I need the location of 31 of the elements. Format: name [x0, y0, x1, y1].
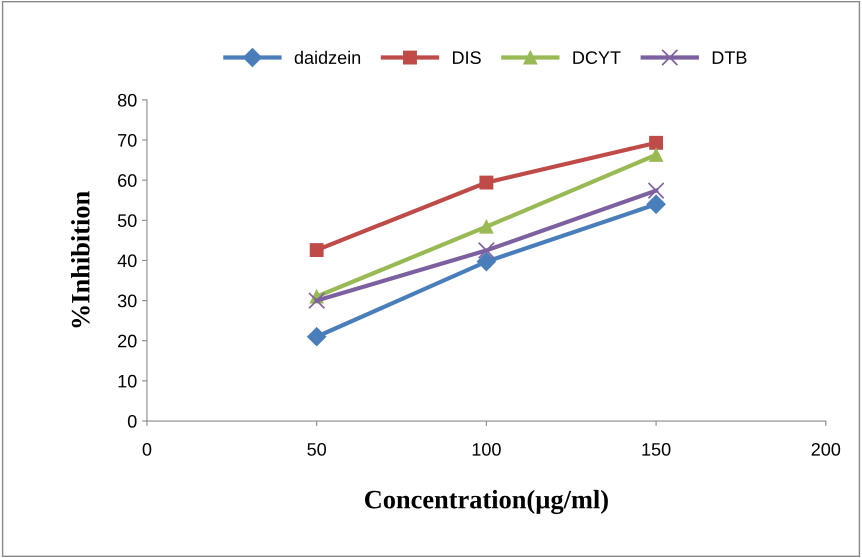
legend-label: DIS: [452, 51, 481, 64]
legend-label: daidzein: [294, 50, 360, 64]
x-tick-label: 150: [642, 443, 670, 456]
point: [310, 243, 324, 257]
point: [479, 176, 494, 190]
point: [649, 148, 664, 162]
point: [649, 136, 664, 150]
y-tick-label: 70: [118, 134, 137, 147]
y-tick-label: 40: [118, 254, 137, 268]
legend-label: DCYT: [573, 51, 621, 64]
point: [479, 220, 494, 234]
legend-label: DTB: [712, 51, 746, 64]
y-tick-label: 30: [118, 294, 137, 308]
point: [308, 292, 326, 310]
y-tick-label: 10: [118, 374, 137, 388]
y-axis-title: %Inhibition: [71, 191, 90, 328]
x-tick-label: 50: [307, 443, 326, 456]
x-tick-label: 0: [142, 443, 152, 456]
x-tick-label: 200: [812, 443, 840, 456]
point: [476, 252, 496, 272]
point: [646, 194, 666, 214]
point: [478, 242, 495, 259]
y-tick-label: 20: [118, 334, 137, 348]
point: [648, 182, 665, 200]
x-axis-title: Concentration(µg/ml): [365, 490, 608, 514]
y-tick-label: 80: [118, 94, 137, 107]
y-tick-label: 60: [118, 174, 137, 187]
point: [307, 327, 326, 346]
y-tick-label: 0: [128, 414, 137, 428]
y-tick-label: 50: [118, 214, 137, 228]
x-tick-label: 100: [472, 443, 501, 456]
